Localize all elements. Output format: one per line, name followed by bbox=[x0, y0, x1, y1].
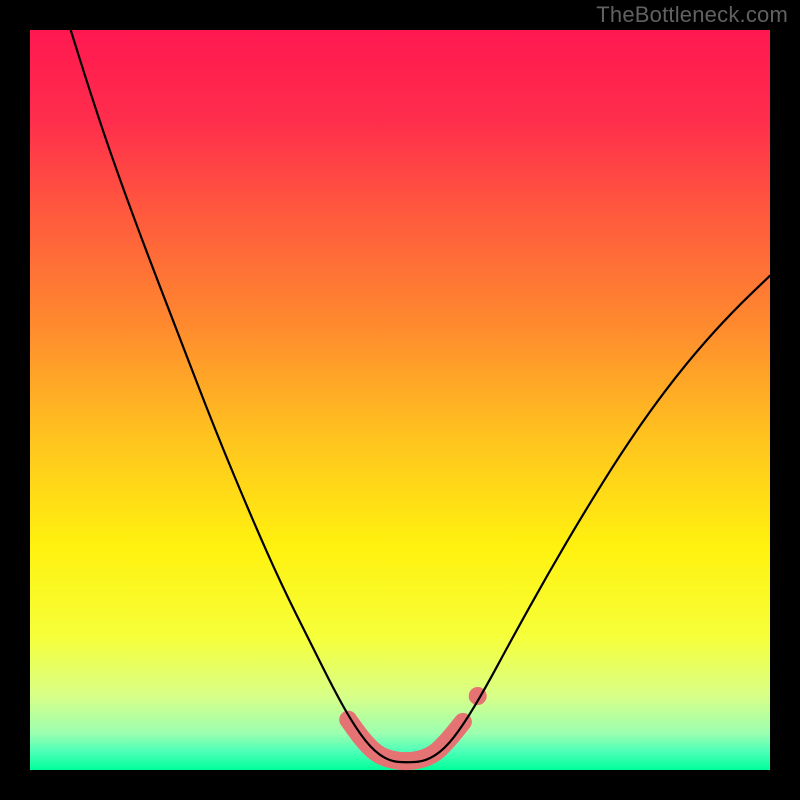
watermark-text: TheBottleneck.com bbox=[596, 2, 788, 28]
chart-container: TheBottleneck.com bbox=[0, 0, 800, 800]
chart-svg bbox=[0, 0, 800, 800]
